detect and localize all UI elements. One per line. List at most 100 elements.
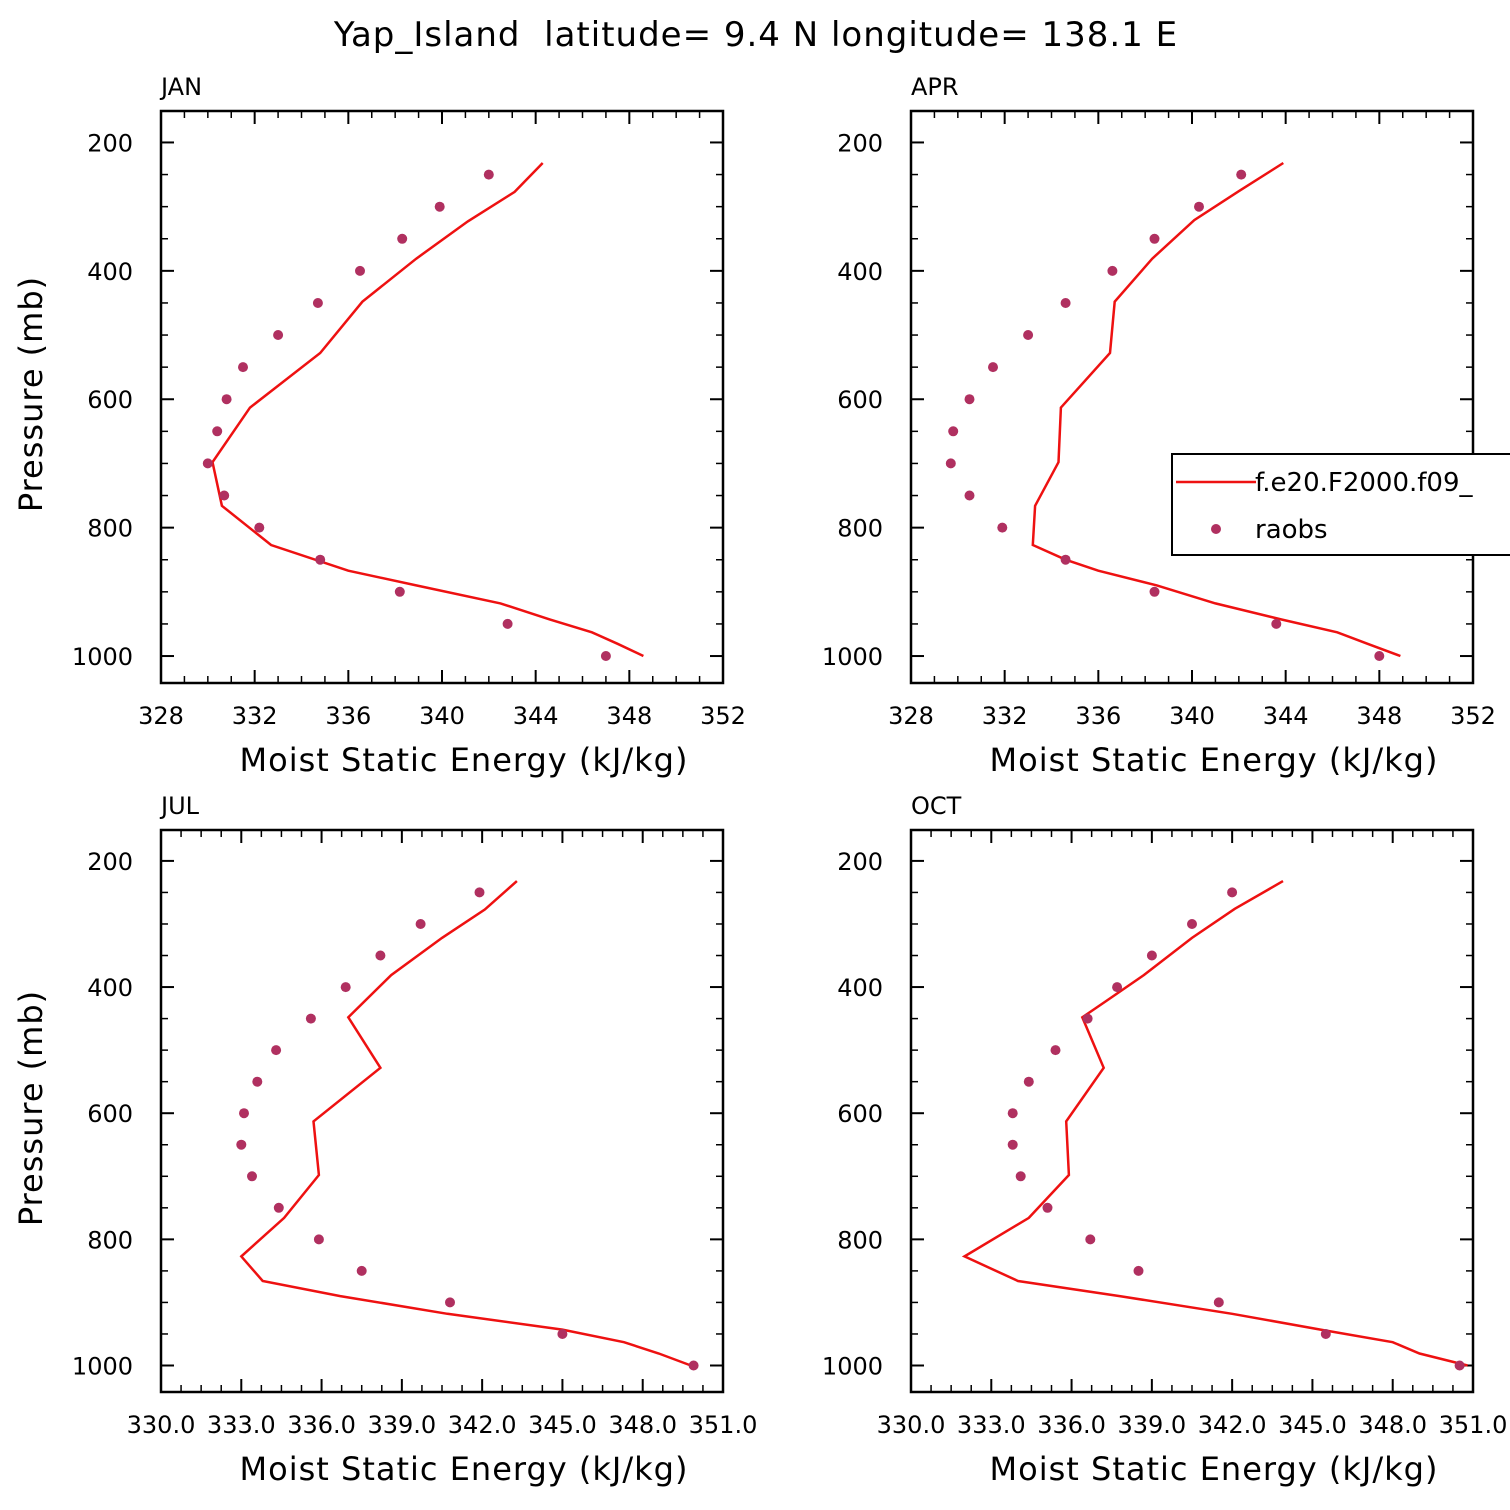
raobs-point xyxy=(356,1265,367,1276)
y-tick-label: 400 xyxy=(837,974,883,1002)
raobs-point xyxy=(247,1171,257,1182)
raobs-point xyxy=(355,265,365,276)
y-axis-label: Pressure (mb) xyxy=(12,276,50,512)
panel-title: OCT xyxy=(911,792,962,820)
legend-box xyxy=(1171,453,1510,556)
x-tick-label: 351.0 xyxy=(689,1411,758,1439)
x-tick-label: 344 xyxy=(1263,702,1309,730)
y-tick-label: 1000 xyxy=(822,643,883,671)
raobs-point xyxy=(1015,1171,1026,1182)
y-tick-label: 200 xyxy=(87,129,133,157)
raobs-point xyxy=(1023,1076,1034,1087)
raobs-point xyxy=(273,330,284,340)
x-tick-label: 342.0 xyxy=(1198,1411,1267,1439)
raobs-point xyxy=(1107,265,1118,276)
raobs-point xyxy=(202,458,213,469)
raobs-point xyxy=(1133,1265,1144,1276)
x-tick-label: 328 xyxy=(138,702,184,730)
x-tick-label: 332 xyxy=(232,702,278,730)
raobs-point xyxy=(1023,330,1034,340)
legend-label-raobs: raobs xyxy=(1255,515,1328,545)
x-axis-label: Moist Static Energy (kJ/kg) xyxy=(990,1450,1439,1488)
raobs-point xyxy=(1320,1329,1331,1339)
raobs-point xyxy=(964,490,975,501)
raobs-point xyxy=(271,1045,282,1056)
x-tick-label: 340 xyxy=(419,702,465,730)
raobs-point xyxy=(1050,1045,1061,1056)
x-tick-label: 339.0 xyxy=(367,1411,436,1439)
x-tick-label: 348 xyxy=(606,702,652,730)
raobs-point xyxy=(1454,1360,1465,1371)
raobs-point xyxy=(221,394,232,405)
y-tick-label: 400 xyxy=(837,258,883,286)
raobs-point xyxy=(1271,618,1282,629)
x-tick-label: 351.0 xyxy=(1439,1411,1508,1439)
x-tick-label: 339.0 xyxy=(1117,1411,1186,1439)
x-tick-label: 336 xyxy=(1075,702,1121,730)
x-tick-label: 333.0 xyxy=(207,1411,276,1439)
x-tick-label: 345.0 xyxy=(528,1411,597,1439)
x-tick-label: 348.0 xyxy=(608,1411,677,1439)
model-profile-line xyxy=(239,880,692,1367)
model-profile-line xyxy=(961,880,1468,1367)
raobs-point xyxy=(252,1076,263,1087)
panel-jul: JUL 330.0 333.0 336.0 339.0 342.0 345.0 348.0 35… xyxy=(12,792,757,1488)
x-tick-label: 342.0 xyxy=(448,1411,517,1439)
raobs-point xyxy=(1149,233,1160,244)
raobs-point xyxy=(273,1202,284,1213)
y-tick-label: 200 xyxy=(837,848,883,876)
x-tick-label: 330.0 xyxy=(127,1411,196,1439)
raobs-point xyxy=(1213,1297,1224,1308)
raobs-point xyxy=(394,586,405,597)
raobs-point xyxy=(502,618,513,629)
x-tick-label: 345.0 xyxy=(1278,1411,1347,1439)
raobs-point xyxy=(1194,201,1204,212)
panel-apr: APR 328 332 336 340 344 348 352 200 400 600 800 1000… xyxy=(822,73,1496,779)
x-tick-label: 344 xyxy=(513,702,559,730)
y-tick-label: 400 xyxy=(87,974,133,1002)
raobs-point xyxy=(1187,919,1197,929)
y-tick-label: 400 xyxy=(87,258,133,286)
raobs-point xyxy=(1007,1139,1018,1150)
x-tick-label: 328 xyxy=(888,702,934,730)
raobs-point xyxy=(557,1329,568,1339)
raobs-point xyxy=(305,1013,316,1024)
legend: f.e20.F2000.f09_raobs xyxy=(1171,453,1510,556)
raobs-point xyxy=(600,651,611,661)
raobs-point xyxy=(238,362,248,373)
raobs-point xyxy=(483,169,494,180)
model-profile-line xyxy=(211,162,644,658)
raobs-point xyxy=(254,522,265,533)
y-tick-label: 800 xyxy=(837,1226,883,1254)
raobs-point xyxy=(239,1108,249,1119)
x-tick-label: 336 xyxy=(325,702,371,730)
model-profile-line xyxy=(1031,161,1401,658)
raobs-point xyxy=(1007,1108,1018,1119)
raobs-point xyxy=(212,426,223,437)
raobs-point xyxy=(1060,554,1071,565)
raobs-point xyxy=(964,394,975,405)
panel-jan: JAN 328 332 336 340 344 348 352 200 400 600 800 1000… xyxy=(12,73,746,779)
raobs-point xyxy=(312,298,323,308)
raobs-point xyxy=(474,887,485,898)
raobs-point xyxy=(688,1360,699,1371)
raobs-point xyxy=(1082,1013,1093,1024)
plot-frame xyxy=(159,109,725,685)
y-tick-label: 200 xyxy=(837,129,883,157)
y-tick-label: 1000 xyxy=(72,643,133,671)
panel-title: JAN xyxy=(159,73,202,101)
raobs-point xyxy=(988,362,998,373)
y-tick-label: 600 xyxy=(87,386,133,414)
x-tick-label: 340 xyxy=(1169,702,1215,730)
x-tick-label: 352 xyxy=(1450,702,1496,730)
x-tick-label: 333.0 xyxy=(957,1411,1026,1439)
raobs-point xyxy=(945,458,956,469)
raobs-point xyxy=(1236,169,1247,180)
x-axis-label: Moist Static Energy (kJ/kg) xyxy=(240,1450,689,1488)
x-tick-label: 336.0 xyxy=(1037,1411,1106,1439)
raobs-point xyxy=(997,522,1008,533)
raobs-point xyxy=(1149,586,1160,597)
y-tick-label: 1000 xyxy=(72,1353,133,1381)
raobs-point xyxy=(375,950,386,961)
